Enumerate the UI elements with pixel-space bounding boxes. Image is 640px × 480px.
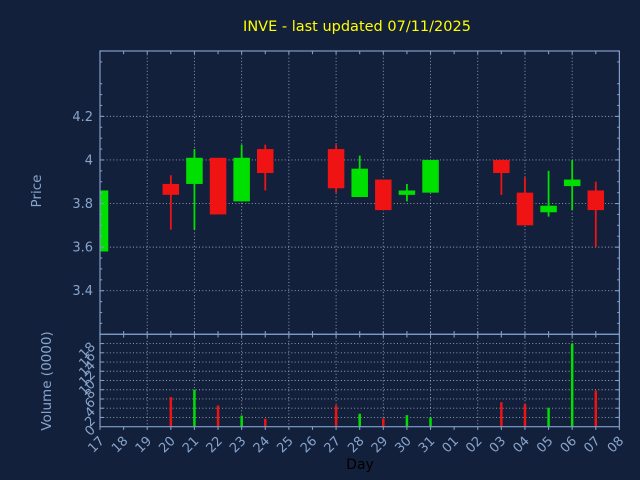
- x-tick-label: 29: [369, 434, 391, 456]
- x-tick-label: 30: [392, 434, 414, 456]
- candle-22: [209, 157, 227, 215]
- x-tick-label: 17: [86, 434, 108, 456]
- candle-04: [516, 177, 534, 226]
- x-tick-label: 31: [416, 434, 438, 456]
- volume-bars-group: [169, 343, 598, 427]
- price-tick-label: 3.4: [72, 284, 93, 299]
- x-tick-label: 24: [251, 434, 273, 456]
- price-tick-label: 3.6: [72, 241, 93, 256]
- tick-marks: [99, 50, 620, 430]
- x-tick-label: 03: [487, 434, 509, 456]
- volume-bar-03: [500, 402, 503, 427]
- candle-06: [563, 159, 581, 211]
- volume-bar-04: [523, 404, 527, 427]
- volume-bar-30: [405, 415, 409, 427]
- price-tick-label: 4: [85, 153, 93, 168]
- volume-bar-31: [429, 417, 432, 427]
- x-tick-label: 28: [345, 434, 367, 456]
- candle-05: [540, 170, 557, 217]
- price-axis-label: Price: [29, 174, 45, 208]
- volume-bar-06: [570, 343, 574, 427]
- volume-bar-07: [594, 390, 598, 427]
- x-tick-label: 02: [463, 434, 485, 456]
- chart-title: INVE - last updated 07/11/2025: [243, 19, 471, 35]
- x-tick-label: 18: [109, 434, 131, 456]
- x-tick-label: 05: [534, 434, 556, 456]
- volume-bar-22: [216, 405, 220, 427]
- volume-bar-23: [240, 415, 243, 427]
- candle-21: [186, 149, 203, 230]
- candle-07: [587, 181, 605, 248]
- x-tick-label: 26: [298, 434, 320, 456]
- candle-28: [351, 155, 368, 198]
- price-tick-label: 3.8: [72, 197, 93, 212]
- grid-lines: [100, 51, 620, 427]
- x-tick-label: 07: [581, 434, 603, 456]
- x-tick-label: 25: [274, 434, 296, 456]
- candle-31: [422, 159, 439, 193]
- candle-23: [233, 144, 250, 202]
- volume-bar-05: [547, 407, 550, 427]
- candle-17: [100, 190, 109, 252]
- candle-20: [162, 175, 180, 230]
- candle-30: [398, 183, 416, 202]
- candle-27: [327, 144, 345, 193]
- x-tick-label: 06: [558, 434, 580, 456]
- volume-bar-21: [193, 389, 196, 427]
- panel-spines: [99, 50, 621, 428]
- volume-bar-20: [169, 397, 173, 427]
- x-tick-label: 27: [322, 434, 344, 456]
- candle-29: [375, 179, 392, 211]
- volume-bar-24: [264, 418, 267, 427]
- candle-24: [257, 144, 274, 191]
- x-tick-label: 22: [204, 434, 226, 456]
- x-tick-label: 19: [133, 434, 155, 456]
- x-axis-label: Day: [346, 457, 374, 473]
- volume-bar-27: [334, 405, 338, 427]
- x-tick-label: 20: [156, 434, 178, 456]
- x-tick-label: 01: [440, 434, 462, 456]
- volume-bar-28: [358, 413, 361, 427]
- price-tick-label: 4.2: [72, 110, 93, 125]
- x-tick-label: 21: [180, 434, 202, 456]
- x-tick-label: 23: [227, 434, 249, 456]
- x-tick-label: 04: [510, 434, 532, 456]
- volume-axis-label: Volume (0000): [39, 331, 55, 431]
- x-tick-label: 08: [605, 434, 627, 456]
- candle-03: [493, 159, 510, 195]
- candles-group: [100, 144, 605, 252]
- volume-bar-29: [382, 418, 385, 427]
